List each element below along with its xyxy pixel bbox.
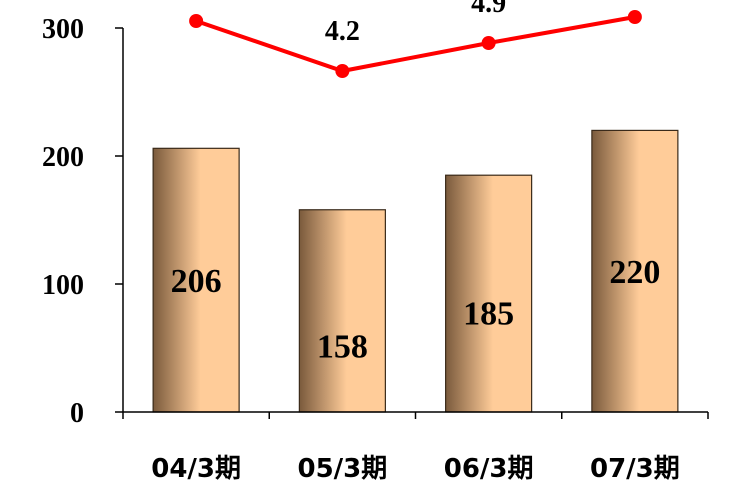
line-path xyxy=(195,15,636,74)
line-point xyxy=(335,64,350,78)
bar-value-label: 206 xyxy=(171,263,222,300)
bar xyxy=(445,174,533,413)
line-series: 4.2 4.9 xyxy=(189,0,642,78)
bar-value-label: 158 xyxy=(317,328,368,365)
x-tick-label: 05/3期 xyxy=(297,454,387,484)
line-value-label: 4.9 xyxy=(471,0,506,19)
y-tick-label: 0 xyxy=(70,398,84,429)
line-point xyxy=(627,10,642,24)
x-axis-ticks: 04/3期 05/3期 06/3期 07/3期 xyxy=(122,412,709,484)
x-tick-label: 04/3期 xyxy=(151,454,241,484)
line-point xyxy=(481,36,496,50)
bar xyxy=(298,209,386,413)
bar-value-label: 220 xyxy=(609,254,660,291)
bar-value-label: 185 xyxy=(463,296,514,333)
bar xyxy=(591,129,679,413)
y-tick-label: 300 xyxy=(42,14,84,45)
y-axis-ticks: 0 100 200 300 xyxy=(42,14,123,429)
line-point xyxy=(189,14,204,28)
y-tick-label: 200 xyxy=(42,142,84,173)
bar-series: 206 158 185 220 xyxy=(152,129,679,413)
y-tick-label: 100 xyxy=(42,270,84,301)
bar xyxy=(152,147,240,413)
x-tick-label: 06/3期 xyxy=(444,454,534,484)
line-value-label: 4.2 xyxy=(325,16,360,47)
x-tick-label: 07/3期 xyxy=(590,454,680,484)
